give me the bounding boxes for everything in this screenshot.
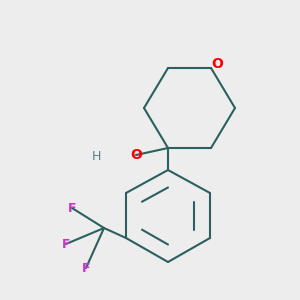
Text: F: F bbox=[82, 262, 90, 275]
Text: O: O bbox=[130, 148, 142, 162]
Text: F: F bbox=[68, 202, 76, 214]
Text: F: F bbox=[62, 238, 70, 250]
Text: O: O bbox=[211, 57, 223, 71]
Text: H: H bbox=[91, 151, 101, 164]
